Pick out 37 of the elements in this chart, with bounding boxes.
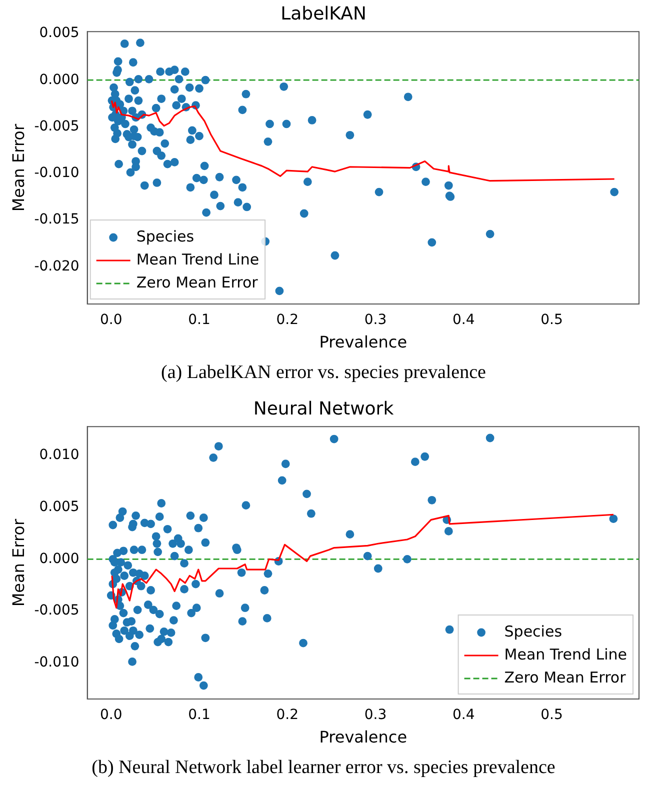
text: (a) LabelKAN error vs. species prevalence	[160, 361, 487, 385]
x-tick-label: 0.4	[452, 707, 475, 724]
legend-label: Zero Mean Error	[504, 668, 627, 686]
y-tick-label: -0.005	[34, 118, 80, 134]
y-tick-label: 0.010	[39, 447, 80, 464]
x-tick-label: 0.5	[540, 312, 563, 328]
y-tick-label: -0.010	[34, 165, 80, 182]
text: (b) Neural Network label learner error vs. species prevalence	[90, 756, 556, 780]
x-tick-label: 0.3	[364, 312, 387, 328]
x-tick-label: 0.4	[452, 312, 475, 328]
x-tick-label: 0.1	[188, 707, 210, 724]
x-tick-label: 0.0	[100, 707, 122, 724]
x-tick-label: 0.1	[188, 312, 210, 328]
x-axis-title: Prevalence	[319, 332, 408, 352]
y-tick-label: 0.005	[39, 499, 80, 516]
legend-label: Mean Trend Line	[504, 645, 627, 664]
y-axis-title: Mean Error	[8, 518, 28, 607]
x-tick-label: 0.3	[364, 707, 387, 724]
x-tick-label: 0.2	[276, 707, 299, 724]
x-axis-title: Prevalence	[319, 728, 408, 747]
legend-label: Species	[136, 227, 194, 246]
y-tick-label: -0.005	[34, 602, 80, 619]
x-tick-label: 0.2	[276, 312, 299, 328]
y-tick-label: 0.000	[39, 550, 80, 567]
y-axis-title: Mean Error	[8, 124, 28, 212]
x-tick-label: 0.0	[100, 312, 122, 328]
legend-label: Mean Trend Line	[136, 250, 260, 268]
y-tick-label: -0.015	[34, 212, 80, 228]
x-tick-label: 0.5	[540, 707, 563, 724]
chart-title: Neural Network	[253, 398, 394, 420]
chart-title: LabelKAN	[280, 3, 366, 24]
y-tick-label: 0.000	[39, 72, 80, 88]
legend-label: Zero Mean Error	[136, 273, 259, 292]
y-tick-label: -0.010	[34, 654, 80, 670]
legend-label: Species	[504, 622, 562, 640]
y-tick-label: 0.005	[39, 25, 80, 42]
y-tick-label: -0.020	[34, 258, 80, 274]
